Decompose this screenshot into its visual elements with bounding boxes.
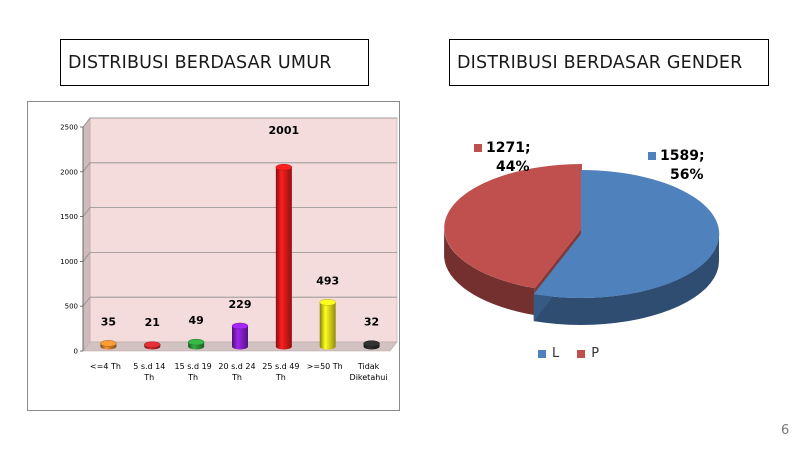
pie-slice-l xyxy=(533,169,720,298)
pie-label-swatch-p xyxy=(474,144,482,152)
x-tick-label-6: Diketahui xyxy=(350,373,388,382)
x-tick-label-0: <=4 Th xyxy=(90,362,121,371)
legend-item-l: L xyxy=(538,346,559,361)
bar-top-2 xyxy=(187,338,205,346)
bar-4 xyxy=(275,167,292,350)
gridline-side xyxy=(82,296,91,307)
bar-3 xyxy=(232,325,248,350)
bar-top-4 xyxy=(275,163,293,171)
x-tick-label-3: Th xyxy=(231,373,242,382)
x-tick-label-1: 5 s.d 14 xyxy=(133,362,165,371)
gridline-side xyxy=(82,207,91,217)
legend-item-p: P xyxy=(577,346,599,361)
y-tick-label: 0 xyxy=(74,348,78,356)
x-tick-label-4: Th xyxy=(275,373,286,382)
bar-top-3 xyxy=(231,322,249,330)
pie-slice-side-p xyxy=(444,225,535,316)
pie-slice-side-l xyxy=(533,234,719,325)
bar-chart-title: DISTRIBUSI BERDASAR UMUR xyxy=(60,39,369,86)
pie-data-label-p: 1271; xyxy=(486,140,531,156)
y-tick-label: 1000 xyxy=(60,258,78,266)
bar-top-1 xyxy=(144,341,161,348)
legend-swatch-p xyxy=(577,349,586,358)
x-tick-label-2: Th xyxy=(187,373,198,382)
bar-value-label-1: 21 xyxy=(145,316,160,329)
bar-5 xyxy=(319,302,336,350)
legend-label-l: L xyxy=(552,346,560,361)
age-bar-chart: 0 500 1000 1500 2000 2500 35 <=4 Th 21 5 s.d 14 Th… xyxy=(60,117,398,382)
x-tick-label-6: Tidak xyxy=(357,362,380,371)
y-tick-label: 2000 xyxy=(60,168,78,176)
y-tick-label: 500 xyxy=(65,303,78,311)
bar-value-label-6: 32 xyxy=(364,316,379,329)
x-tick-label-2: 15 s.d 19 xyxy=(175,362,212,371)
gridline-side xyxy=(82,117,91,128)
gender-pie-chart: 1271; 44% 1589; 56% xyxy=(444,140,720,325)
bar-value-label-3: 229 xyxy=(229,298,252,311)
bar-value-label-0: 35 xyxy=(101,315,116,328)
pie-data-label-l: 1589; xyxy=(660,148,705,164)
chart-side-wall xyxy=(82,117,91,352)
bar-top-6 xyxy=(363,340,380,347)
bar-value-label-2: 49 xyxy=(188,314,203,327)
bar-top-5 xyxy=(319,299,336,306)
y-tick-label: 2500 xyxy=(60,124,78,132)
page-number: 6 xyxy=(781,423,790,438)
pie-label-swatch-l xyxy=(648,152,656,160)
gridline-side xyxy=(82,252,91,262)
pie-slice-p xyxy=(444,164,582,289)
gridline-side xyxy=(82,162,91,173)
chart-back-wall xyxy=(89,117,398,343)
y-tick-label: 1500 xyxy=(60,213,78,221)
x-tick-label-1: Th xyxy=(143,373,154,382)
legend-swatch-l xyxy=(538,349,546,358)
pie-legend: L P xyxy=(538,346,599,361)
x-tick-label-3: 20 s.d 24 xyxy=(218,362,255,371)
bar-top-0 xyxy=(100,340,117,347)
x-tick-label-5: >=50 Th xyxy=(307,362,343,371)
pie-data-label-p: 44% xyxy=(496,159,530,175)
x-tick-label-4: 25 s.d 49 xyxy=(262,362,299,371)
pie-chart-title: DISTRIBUSI BERDASAR GENDER xyxy=(449,39,769,86)
bar-value-label-4: 2001 xyxy=(269,124,300,137)
bar-value-label-5: 493 xyxy=(316,274,339,287)
pie-data-label-l: 56% xyxy=(670,167,704,183)
legend-label-p: P xyxy=(591,346,600,361)
